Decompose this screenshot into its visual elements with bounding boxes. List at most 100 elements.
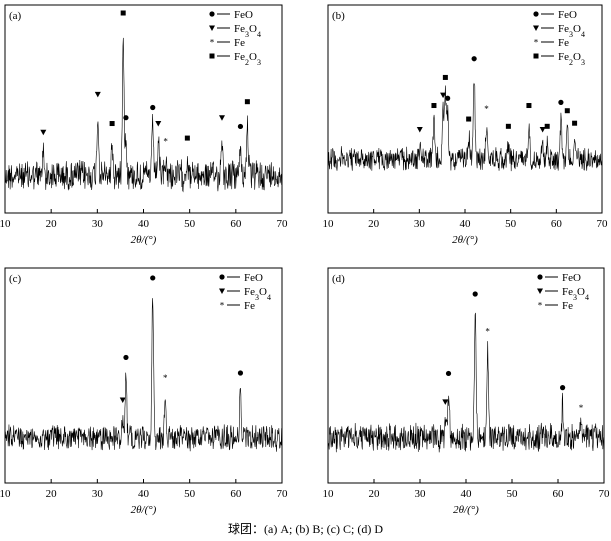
x-tick-label: 60 xyxy=(553,488,565,500)
x-tick-label: 20 xyxy=(369,488,381,500)
x-tick-label: 30 xyxy=(92,488,104,500)
x-tick-label: 20 xyxy=(368,218,380,230)
peak-marker-Fe2O3 xyxy=(572,120,578,126)
peak-marker-FeO xyxy=(237,370,244,376)
x-tick-label: 30 xyxy=(92,218,104,230)
legend-marker xyxy=(533,53,539,59)
x-tick-label: 40 xyxy=(461,488,473,500)
peak-marker-Fe2O3 xyxy=(109,121,115,127)
peak-marker-Fe: * xyxy=(579,403,584,413)
panel-d: 10 20 30 40 50 60 70 2θ/(°) (d) FeO Fe3O4 * Fe * * xyxy=(323,267,611,516)
peak-marker-FeO xyxy=(471,56,477,62)
peak-marker-Fe2O3 xyxy=(544,123,550,129)
legend-marker xyxy=(219,274,225,280)
peak-marker-Fe3O4 xyxy=(442,399,449,405)
peak-marker-Fe2O3 xyxy=(244,99,250,105)
panel-a: 10 20 30 40 50 60 70 2θ/(°) (a) FeO Fe3O4 * Fe Fe2O3 * xyxy=(0,4,288,246)
xrd-trace xyxy=(4,37,283,193)
peak-marker-FeO xyxy=(445,370,452,377)
peak-marker-FeO xyxy=(150,104,156,111)
xrd-trace xyxy=(327,82,603,172)
x-tick-label: 50 xyxy=(505,218,517,230)
x-tick-label: 60 xyxy=(551,218,563,230)
peak-marker-FeO xyxy=(237,123,244,130)
x-tick-label: 30 xyxy=(414,218,426,230)
x-tick-label: 20 xyxy=(46,218,58,230)
peak-marker-Fe3O4 xyxy=(119,397,126,403)
peak-marker-Fe3O4 xyxy=(94,91,101,98)
x-tick-label: 60 xyxy=(230,218,242,230)
peak-marker-Fe2O3 xyxy=(184,135,190,141)
legend-marker: * xyxy=(210,38,215,48)
panel-label: (d) xyxy=(332,273,345,285)
x-axis-label: 2θ/(°) xyxy=(453,504,479,516)
peak-marker-Fe2O3 xyxy=(466,116,472,122)
x-tick-label: 10 xyxy=(323,218,335,230)
legend-marker: * xyxy=(220,301,225,311)
peak-marker-Fe: * xyxy=(163,373,168,383)
legend-marker: * xyxy=(534,38,539,48)
legend-marker xyxy=(533,25,539,31)
peak-marker-Fe: * xyxy=(163,137,168,147)
x-tick-label: 50 xyxy=(184,488,196,500)
peak-marker-FeO xyxy=(123,354,129,361)
x-tick-label: 10 xyxy=(0,218,11,230)
x-tick-label: 70 xyxy=(599,488,611,500)
legend-entry: Fe3O4 xyxy=(558,23,585,39)
peak-marker-FeO xyxy=(560,385,566,391)
panel-b: 10 20 30 40 50 60 70 2θ/(°) (b) FeO Fe3O4 * Fe Fe2O3 * xyxy=(323,4,609,246)
legend-entry: FeO xyxy=(562,272,581,284)
legend-entry: FeO xyxy=(244,272,263,284)
panel-label: (a) xyxy=(9,10,22,22)
peak-marker-Fe: * xyxy=(484,104,489,114)
legend-marker xyxy=(537,288,543,294)
legend-entry: Fe xyxy=(558,37,569,49)
x-tick-label: 10 xyxy=(323,488,335,500)
peak-marker-Fe2O3 xyxy=(431,103,437,109)
figure-caption: 球团：(a) A; (b) B; (c) C; (d) D xyxy=(228,522,383,536)
peak-marker-FeO xyxy=(472,291,478,297)
legend-marker xyxy=(209,11,215,17)
legend-marker xyxy=(209,53,215,59)
legend-entry: Fe3O4 xyxy=(234,23,261,39)
legend-marker xyxy=(537,274,543,280)
panel-c: 10 20 30 40 50 60 70 2θ/(°) (c) FeO Fe3O4 * Fe * xyxy=(0,267,289,516)
peak-marker-Fe2O3 xyxy=(442,74,448,80)
x-tick-label: 70 xyxy=(277,488,289,500)
legend-marker: * xyxy=(538,301,543,311)
x-tick-label: 30 xyxy=(415,488,427,500)
legend-marker xyxy=(209,25,215,31)
legend-entry: FeO xyxy=(558,9,577,21)
peak-marker-FeO xyxy=(445,95,451,101)
x-tick-label: 40 xyxy=(460,218,472,230)
peak-marker-Fe3O4 xyxy=(416,126,423,133)
legend-entry: Fe xyxy=(234,37,245,49)
peak-marker-FeO xyxy=(123,115,129,121)
peak-marker-Fe2O3 xyxy=(120,10,126,16)
x-tick-label: 40 xyxy=(138,488,150,500)
peak-marker-Fe2O3 xyxy=(564,108,570,114)
xrd-trace xyxy=(327,312,605,453)
legend-entry: Fe xyxy=(562,300,573,312)
x-tick-label: 70 xyxy=(597,218,609,230)
x-tick-label: 50 xyxy=(507,488,519,500)
peak-marker-Fe2O3 xyxy=(526,103,532,109)
panel-label: (b) xyxy=(332,10,345,22)
legend-marker xyxy=(533,11,539,17)
x-axis-label: 2θ/(°) xyxy=(131,234,157,246)
peak-marker-Fe: * xyxy=(485,326,490,336)
peak-marker-Fe3O4 xyxy=(440,92,447,99)
x-tick-label: 10 xyxy=(0,488,11,500)
peak-marker-Fe3O4 xyxy=(155,121,162,127)
legend-entry: Fe2O3 xyxy=(234,51,261,67)
peak-marker-FeO xyxy=(558,99,564,105)
legend-entry: Fe3O4 xyxy=(244,286,271,302)
x-tick-label: 60 xyxy=(230,488,242,500)
xrd-trace xyxy=(4,298,283,452)
peak-marker-Fe3O4 xyxy=(539,126,546,133)
panel-label: (c) xyxy=(9,273,22,285)
x-axis-label: 2θ/(°) xyxy=(452,234,478,246)
x-tick-label: 40 xyxy=(138,218,150,230)
x-tick-label: 20 xyxy=(46,488,58,500)
